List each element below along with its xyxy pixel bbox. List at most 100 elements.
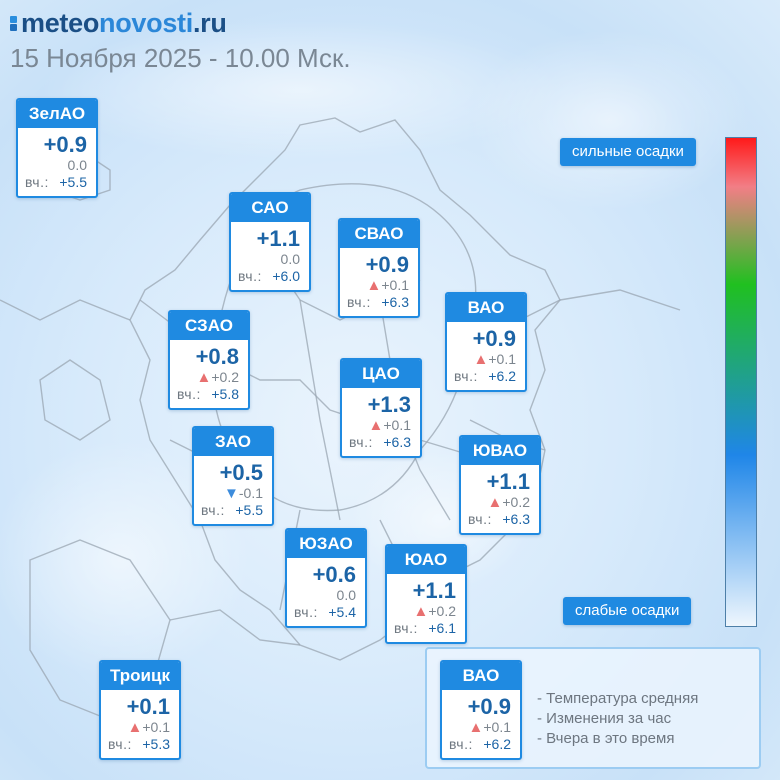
yesterday-value: +6.3 [383, 434, 411, 450]
yesterday-value: +5.5 [235, 502, 263, 518]
change-value: +0.1 [483, 719, 511, 735]
change-arrow-icon: ▲ [468, 719, 484, 736]
yesterday-value: +6.1 [428, 620, 456, 636]
district-temperature: +0.9 [472, 326, 516, 351]
yesterday-value: +6.2 [483, 736, 511, 752]
yesterday-label: вч.: [108, 736, 132, 752]
change-value: 0.0 [280, 251, 300, 267]
district-hourly-change: 0.0 [287, 587, 365, 604]
yesterday-value: +6.3 [502, 511, 530, 527]
scale-label-strong: сильные осадки [560, 138, 696, 166]
header: meteo novosti .ru 15 Ноября 2025 - 10.00 М… [10, 6, 351, 74]
change-arrow-icon: ▲ [196, 369, 212, 386]
site-logo[interactable]: meteo novosti .ru [10, 6, 351, 40]
district-card-zao[interactable]: ЗАО +0.5 ▼-0.1 вч.: +5.5 [192, 426, 274, 526]
district-yesterday: вч.: +6.1 [387, 620, 465, 637]
district-card-svao[interactable]: СВАО +0.9 ▲+0.1 вч.: +6.3 [338, 218, 420, 318]
district-hourly-change: ▲+0.1 [101, 719, 179, 736]
district-temperature: +1.1 [412, 578, 456, 603]
district-hourly-change: ▲+0.2 [387, 603, 465, 620]
district-card-troitsk[interactable]: Троицк +0.1 ▲+0.1 вч.: +5.3 [99, 660, 181, 760]
legend-line-hourly-change: - Изменения за час [537, 710, 672, 727]
legend-line-yesterday: - Вчера в это время [537, 730, 675, 747]
district-card-sao[interactable]: САО +1.1 0.0 вч.: +6.0 [229, 192, 311, 292]
change-arrow-icon: ▲ [413, 603, 429, 620]
district-yesterday: вч.: +5.5 [18, 174, 96, 191]
yesterday-label: вч.: [238, 268, 262, 284]
change-value: +0.1 [488, 351, 516, 367]
district-card-vao[interactable]: ВАО +0.9 ▲+0.1 вч.: +6.2 [445, 292, 527, 392]
district-yesterday: вч.: +6.3 [340, 294, 418, 311]
district-temperature: +0.9 [43, 132, 87, 157]
yesterday-label: вч.: [468, 511, 492, 527]
logo-text-novosti: novosti [99, 8, 193, 38]
district-hourly-change: ▲+0.1 [442, 719, 520, 736]
district-name: ЗАО [194, 428, 272, 456]
district-name: СЗАО [170, 312, 248, 340]
yesterday-value: +6.2 [488, 368, 516, 384]
change-value: 0.0 [67, 157, 87, 173]
change-arrow-icon: ▲ [127, 719, 143, 736]
legend-example-card: ВАО +0.9 ▲+0.1 вч.: +6.2 [440, 660, 522, 760]
district-hourly-change: 0.0 [231, 251, 309, 268]
change-value: -0.1 [238, 485, 263, 501]
district-yesterday: вч.: +5.8 [170, 386, 248, 403]
change-value: 0.0 [336, 587, 356, 603]
district-name: Троицк [101, 662, 179, 690]
district-card-szao[interactable]: СЗАО +0.8 ▲+0.2 вч.: +5.8 [168, 310, 250, 410]
change-arrow-icon: ▼ [224, 485, 239, 502]
yesterday-value: +5.5 [59, 174, 87, 190]
district-temperature: +0.1 [126, 694, 170, 719]
district-temperature: +1.3 [367, 392, 411, 417]
district-hourly-change: ▲+0.1 [447, 351, 525, 368]
district-name: ВАО [447, 294, 525, 322]
yesterday-label: вч.: [449, 736, 473, 752]
district-temperature: +1.1 [486, 469, 530, 494]
yesterday-label: вч.: [349, 434, 373, 450]
district-hourly-change: 0.0 [18, 157, 96, 174]
scale-label-weak: слабые осадки [563, 597, 692, 625]
district-card-yuao[interactable]: ЮАО +1.1 ▲+0.2 вч.: +6.1 [385, 544, 467, 644]
district-name: ЮЗАО [287, 530, 365, 558]
district-yesterday: вч.: +5.5 [194, 502, 272, 519]
change-value: +0.1 [381, 277, 409, 293]
district-hourly-change: ▲+0.2 [461, 494, 539, 511]
logo-text-meteo: meteo [21, 8, 100, 38]
district-temperature: +0.5 [219, 460, 263, 485]
district-temperature: +0.6 [312, 562, 356, 587]
district-yesterday: вч.: +6.2 [447, 368, 525, 385]
district-yesterday: вч.: +5.3 [101, 736, 179, 753]
legend-descriptions: - Температура средняя - Изменения за час… [537, 689, 698, 749]
district-yesterday: вч.: +6.3 [342, 434, 420, 451]
change-value: +0.1 [142, 719, 170, 735]
district-hourly-change: ▲+0.1 [340, 277, 418, 294]
district-name: ЦАО [342, 360, 420, 388]
district-name: ВАО [442, 662, 520, 690]
district-card-yuvao[interactable]: ЮВАО +1.1 ▲+0.2 вч.: +6.3 [459, 435, 541, 535]
district-card-tsao[interactable]: ЦАО +1.3 ▲+0.1 вч.: +6.3 [340, 358, 422, 458]
district-yesterday: вч.: +6.0 [231, 268, 309, 285]
district-card-yuzao[interactable]: ЮЗАО +0.6 0.0 вч.: +5.4 [285, 528, 367, 628]
yesterday-label: вч.: [347, 294, 371, 310]
change-arrow-icon: ▲ [473, 351, 489, 368]
district-card-zelao[interactable]: ЗелАО +0.9 0.0 вч.: +5.5 [16, 98, 98, 198]
change-value: +0.1 [383, 417, 411, 433]
change-arrow-icon: ▲ [368, 417, 384, 434]
district-yesterday: вч.: +6.2 [442, 736, 520, 753]
yesterday-label: вч.: [294, 604, 318, 620]
yesterday-value: +5.8 [211, 386, 239, 402]
yesterday-value: +6.0 [272, 268, 300, 284]
yesterday-label: вч.: [201, 502, 225, 518]
district-temperature: +0.8 [195, 344, 239, 369]
forecast-datetime: 15 Ноября 2025 - 10.00 Мск. [10, 43, 351, 73]
district-name: ЗелАО [18, 100, 96, 128]
district-name: САО [231, 194, 309, 222]
logo-text-ru: .ru [192, 8, 227, 38]
yesterday-value: +6.3 [381, 294, 409, 310]
change-value: +0.2 [211, 369, 239, 385]
district-name: СВАО [340, 220, 418, 248]
precipitation-scale-bar [725, 137, 757, 627]
legend-box: ВАО +0.9 ▲+0.1 вч.: +6.2 - Температура ср… [425, 647, 761, 769]
change-value: +0.2 [502, 494, 530, 510]
change-arrow-icon: ▲ [366, 277, 382, 294]
